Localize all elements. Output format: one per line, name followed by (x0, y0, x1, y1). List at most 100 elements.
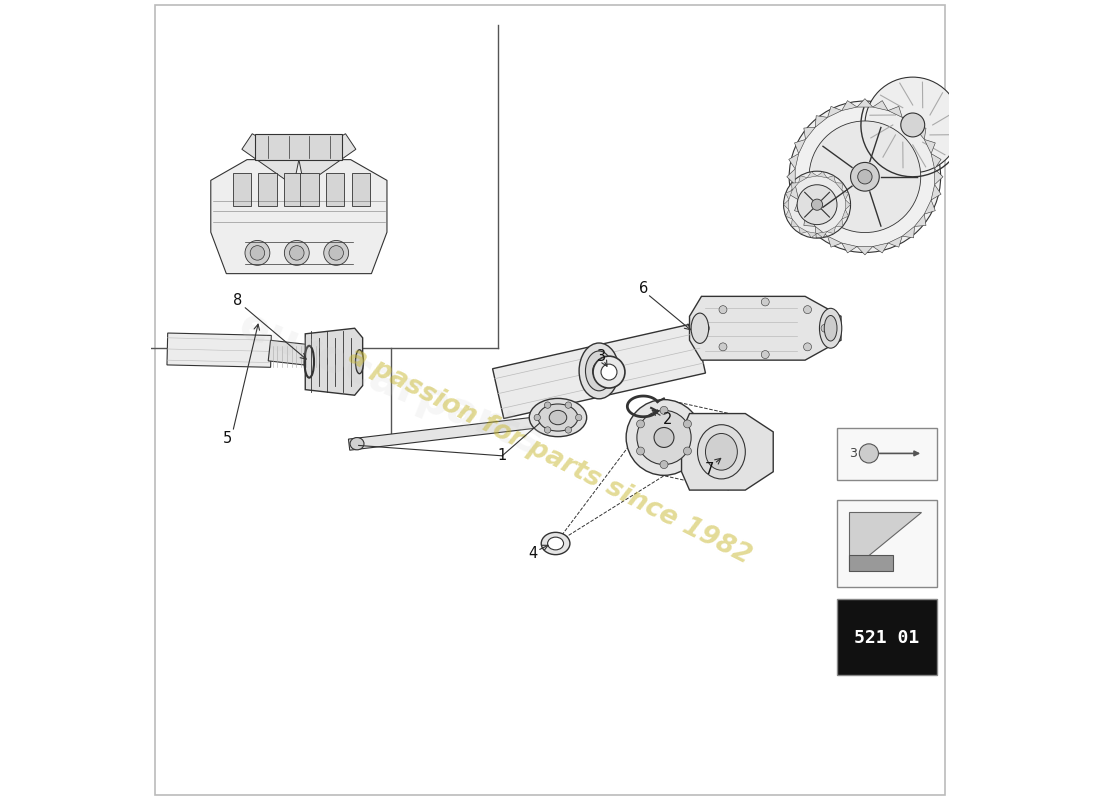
Circle shape (789, 101, 940, 253)
Circle shape (544, 402, 551, 408)
Polygon shape (789, 154, 799, 169)
Bar (326, 173, 344, 206)
Polygon shape (857, 246, 872, 255)
Polygon shape (872, 101, 888, 110)
Polygon shape (924, 200, 935, 214)
Polygon shape (842, 210, 848, 219)
FancyBboxPatch shape (837, 500, 937, 587)
Ellipse shape (637, 410, 691, 465)
Polygon shape (836, 219, 843, 226)
Circle shape (250, 246, 265, 260)
Polygon shape (493, 323, 705, 418)
Polygon shape (845, 200, 850, 210)
FancyBboxPatch shape (837, 428, 937, 480)
Polygon shape (807, 172, 817, 178)
Polygon shape (935, 169, 943, 185)
Text: 2: 2 (663, 412, 673, 426)
Polygon shape (902, 226, 914, 238)
Polygon shape (791, 219, 799, 226)
Polygon shape (842, 243, 857, 253)
Polygon shape (888, 106, 902, 118)
Polygon shape (783, 200, 789, 210)
Circle shape (575, 414, 582, 421)
Polygon shape (817, 232, 827, 238)
Circle shape (637, 447, 645, 455)
Ellipse shape (350, 438, 364, 450)
Text: 5: 5 (222, 430, 232, 446)
Text: eurocarparts: eurocarparts (232, 303, 549, 465)
Circle shape (719, 306, 727, 314)
Polygon shape (682, 414, 773, 490)
Circle shape (865, 77, 960, 173)
Ellipse shape (593, 362, 605, 380)
Ellipse shape (626, 400, 702, 475)
Polygon shape (849, 555, 893, 571)
Polygon shape (817, 172, 827, 178)
Circle shape (798, 185, 837, 225)
Text: 1: 1 (497, 448, 507, 463)
Ellipse shape (705, 434, 737, 470)
Polygon shape (349, 414, 559, 450)
Polygon shape (789, 185, 799, 200)
Polygon shape (827, 176, 836, 182)
Polygon shape (827, 106, 842, 118)
Circle shape (803, 343, 812, 351)
Circle shape (821, 324, 829, 332)
Polygon shape (914, 214, 926, 226)
Ellipse shape (824, 315, 837, 341)
Ellipse shape (691, 313, 708, 343)
Ellipse shape (529, 398, 586, 437)
Circle shape (858, 170, 872, 184)
Circle shape (783, 171, 850, 238)
Circle shape (901, 113, 925, 137)
Polygon shape (842, 190, 848, 200)
Circle shape (660, 406, 668, 414)
Polygon shape (255, 134, 342, 160)
Ellipse shape (579, 343, 619, 399)
Polygon shape (842, 101, 857, 110)
Polygon shape (167, 333, 272, 367)
Circle shape (593, 356, 625, 388)
Polygon shape (794, 200, 805, 214)
Polygon shape (306, 328, 363, 395)
Polygon shape (827, 226, 836, 234)
Polygon shape (268, 340, 320, 366)
Circle shape (601, 364, 617, 380)
Polygon shape (804, 127, 815, 139)
Polygon shape (836, 182, 843, 190)
Text: 4: 4 (528, 546, 537, 561)
Circle shape (544, 426, 551, 433)
Ellipse shape (541, 532, 570, 554)
Polygon shape (211, 160, 387, 274)
FancyBboxPatch shape (837, 599, 937, 675)
Polygon shape (804, 214, 815, 226)
Circle shape (660, 461, 668, 469)
Circle shape (719, 343, 727, 351)
Polygon shape (815, 226, 827, 238)
Circle shape (803, 306, 812, 314)
Polygon shape (785, 190, 792, 200)
Polygon shape (785, 210, 792, 219)
Polygon shape (827, 236, 842, 247)
Circle shape (289, 246, 304, 260)
Circle shape (535, 414, 540, 421)
Circle shape (285, 241, 309, 266)
Ellipse shape (540, 413, 560, 429)
Polygon shape (786, 169, 795, 185)
Bar (300, 173, 319, 206)
Polygon shape (794, 139, 805, 154)
Polygon shape (931, 185, 942, 200)
Polygon shape (690, 296, 842, 360)
Polygon shape (902, 116, 914, 127)
Polygon shape (931, 154, 942, 169)
Polygon shape (815, 116, 827, 127)
Polygon shape (799, 226, 807, 234)
Circle shape (683, 420, 692, 428)
Circle shape (683, 447, 692, 455)
Bar (285, 173, 303, 206)
Polygon shape (914, 127, 926, 139)
Polygon shape (242, 134, 299, 186)
Text: 7: 7 (705, 462, 714, 477)
Ellipse shape (355, 350, 363, 374)
Circle shape (810, 121, 921, 233)
